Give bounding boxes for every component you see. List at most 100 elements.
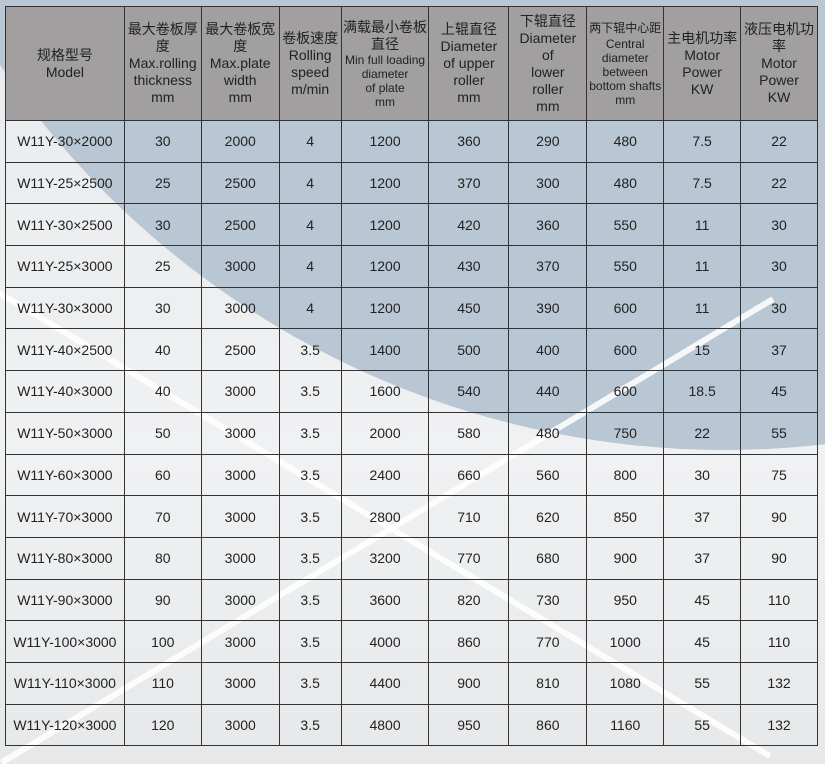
value-cell: 900	[586, 536, 665, 580]
header-zh: 最大卷板厚度	[127, 21, 198, 54]
column-header: 满载最小卷板直径 Min full loading diameter of plate…	[340, 6, 430, 121]
value-cell: 3.5	[278, 661, 342, 705]
header-en: of	[541, 46, 554, 63]
value-cell: 3000	[200, 453, 280, 497]
model-cell: W11Y-90×3000	[5, 578, 125, 622]
value-cell: 4000	[340, 620, 430, 663]
value-cell: 1200	[340, 161, 430, 205]
value-cell: 560	[508, 453, 588, 497]
header-en: KW	[690, 80, 714, 97]
value-cell: 15	[663, 328, 742, 372]
model-cell: W11Y-30×2500	[5, 203, 125, 247]
value-cell: 2500	[200, 328, 280, 372]
header-en: mm	[536, 97, 560, 114]
value-cell: 390	[508, 286, 588, 330]
table-row: W11Y-30×3000 30 3000 4 1200 450 390 600 11 30	[5, 286, 818, 330]
model-cell: W11Y-25×3000	[5, 245, 125, 288]
value-cell: 110	[123, 661, 202, 705]
value-cell: 3000	[200, 370, 280, 413]
value-cell: 1200	[340, 120, 430, 163]
value-cell: 580	[428, 411, 510, 455]
value-cell: 3000	[200, 286, 280, 330]
value-cell: 1000	[586, 620, 665, 663]
value-cell: 2800	[340, 495, 430, 538]
value-cell: 600	[586, 286, 665, 330]
value-cell: 110	[740, 620, 818, 663]
value-cell: 2500	[200, 161, 280, 205]
value-cell: 3.5	[278, 620, 342, 663]
value-cell: 850	[586, 495, 665, 538]
value-cell: 4	[278, 245, 342, 288]
header-en: Model	[45, 63, 84, 80]
value-cell: 30	[663, 453, 742, 497]
value-cell: 3000	[200, 703, 280, 747]
value-cell: 3.5	[278, 578, 342, 622]
value-cell: 480	[508, 411, 588, 455]
table-row: W11Y-120×3000 120 3000 3.5 4800 950 860 1160 55 1…	[5, 703, 818, 747]
value-cell: 1200	[340, 286, 430, 330]
value-cell: 3000	[200, 620, 280, 663]
value-cell: 3.5	[278, 703, 342, 747]
header-en: Min full loading	[345, 52, 426, 67]
value-cell: 3.5	[278, 453, 342, 497]
value-cell: 55	[663, 703, 742, 747]
value-cell: 950	[428, 703, 510, 747]
value-cell: 3.5	[278, 536, 342, 580]
value-cell: 100	[123, 620, 202, 663]
value-cell: 30	[740, 203, 818, 247]
value-cell: 3.5	[278, 328, 342, 372]
value-cell: 45	[663, 620, 742, 663]
value-cell: 132	[740, 703, 818, 747]
header-en: Motor	[684, 46, 721, 63]
value-cell: 50	[123, 411, 202, 455]
value-cell: 1080	[586, 661, 665, 705]
value-cell: 11	[663, 286, 742, 330]
column-header: 主电机功率 Motor Power KW	[663, 6, 742, 121]
value-cell: 3000	[200, 495, 280, 538]
value-cell: 3000	[200, 411, 280, 455]
table-row: W11Y-90×3000 90 3000 3.5 3600 820 730 950 45 110	[5, 578, 818, 622]
value-cell: 500	[428, 328, 510, 372]
model-cell: W11Y-25×2500	[5, 161, 125, 205]
value-cell: 70	[123, 495, 202, 538]
value-cell: 1400	[340, 328, 430, 372]
value-cell: 600	[586, 370, 665, 413]
value-cell: 22	[663, 411, 742, 455]
value-cell: 550	[586, 245, 665, 288]
value-cell: 1160	[586, 703, 665, 747]
value-cell: 3.5	[278, 411, 342, 455]
value-cell: 730	[508, 578, 588, 622]
column-header: 卷板速度 Rolling speed m/min	[278, 6, 342, 121]
value-cell: 440	[508, 370, 588, 413]
value-cell: 4	[278, 161, 342, 205]
column-header: 规格型号 Model	[5, 6, 125, 121]
header-zh: 下辊直径	[519, 12, 576, 29]
value-cell: 25	[123, 245, 202, 288]
header-en: mm	[151, 89, 175, 105]
header-en: Central	[605, 37, 645, 51]
header-en: Diameter	[440, 38, 498, 54]
header-en: m/min	[291, 80, 330, 97]
value-cell: 660	[428, 453, 510, 497]
model-cell: W11Y-80×3000	[5, 536, 125, 580]
value-cell: 3000	[200, 245, 280, 288]
value-cell: 90	[123, 578, 202, 622]
header-en: width	[223, 72, 257, 88]
value-cell: 55	[740, 411, 818, 455]
value-cell: 480	[586, 161, 665, 205]
value-cell: 1200	[340, 245, 430, 288]
value-cell: 3000	[200, 578, 280, 622]
value-cell: 40	[123, 370, 202, 413]
model-cell: W11Y-100×3000	[5, 620, 125, 663]
value-cell: 550	[586, 203, 665, 247]
value-cell: 950	[586, 578, 665, 622]
header-en: diameter	[601, 51, 649, 65]
value-cell: 7.5	[663, 120, 742, 163]
header-zh: 主电机功率	[667, 29, 738, 46]
header-zh: 规格型号	[36, 46, 93, 63]
model-cell: W11Y-30×2000	[5, 120, 125, 163]
value-cell: 132	[740, 661, 818, 705]
header-zh: 卷板速度	[282, 29, 339, 46]
value-cell: 40	[123, 328, 202, 372]
value-cell: 55	[663, 661, 742, 705]
